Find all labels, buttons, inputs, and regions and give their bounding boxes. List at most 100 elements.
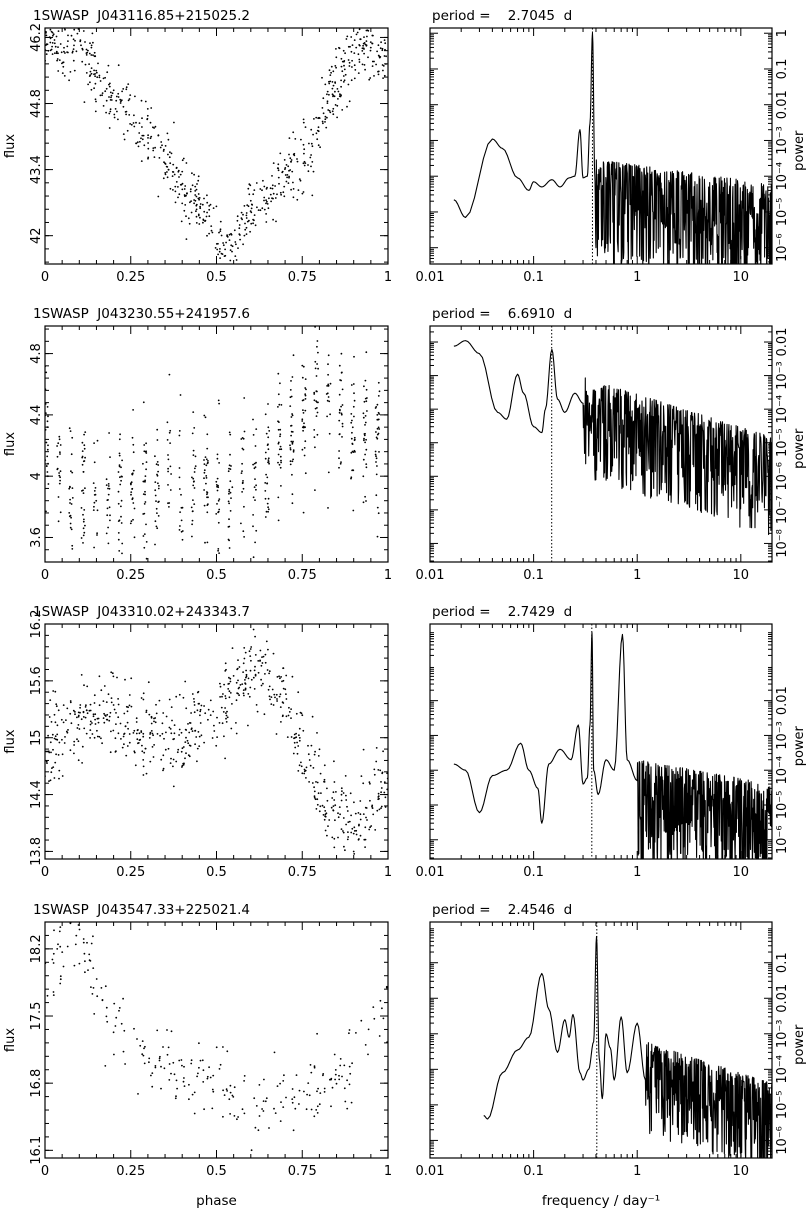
panel-title: period = 2.4546 d — [432, 902, 572, 918]
data-point — [72, 709, 75, 712]
data-point — [75, 934, 78, 937]
data-point — [107, 64, 110, 67]
data-point — [272, 192, 275, 195]
data-point — [227, 688, 230, 690]
data-point — [85, 52, 88, 54]
data-point — [315, 116, 318, 119]
x-axis-label: phase — [196, 1193, 237, 1209]
data-point — [291, 443, 294, 445]
data-point — [302, 118, 305, 121]
data-point — [104, 985, 107, 988]
data-point — [149, 760, 152, 763]
data-point — [68, 487, 71, 490]
data-point — [274, 185, 276, 187]
data-point — [332, 791, 335, 794]
data-point — [87, 969, 89, 971]
data-point — [154, 721, 157, 724]
data-point — [235, 243, 237, 246]
data-point — [262, 682, 264, 685]
data-point — [170, 473, 173, 475]
data-point — [182, 746, 185, 748]
data-point — [83, 444, 86, 447]
data-point — [278, 675, 280, 678]
data-point — [71, 436, 74, 439]
data-point — [210, 225, 213, 228]
data-point — [168, 1079, 171, 1081]
data-point — [171, 719, 173, 722]
data-point — [193, 704, 196, 706]
data-point — [159, 734, 162, 737]
data-point — [268, 1127, 270, 1129]
data-point — [224, 670, 227, 672]
data-point — [132, 502, 135, 504]
data-point — [340, 79, 342, 82]
data-point — [375, 431, 377, 433]
data-point — [228, 233, 231, 236]
data-point — [203, 471, 206, 474]
data-point — [98, 675, 101, 678]
data-point — [141, 750, 144, 753]
data-point — [284, 174, 287, 176]
x-tick-label: 0.5 — [206, 1164, 227, 1179]
data-point — [304, 440, 307, 443]
data-point — [198, 745, 201, 747]
data-point — [303, 1090, 305, 1093]
data-point — [263, 196, 266, 199]
data-point — [291, 1101, 294, 1104]
data-point — [92, 967, 95, 969]
data-point — [69, 701, 72, 704]
data-point — [188, 222, 191, 225]
data-point — [257, 671, 260, 674]
power-line — [453, 32, 772, 264]
data-point — [363, 434, 366, 437]
data-point — [245, 673, 248, 676]
data-point — [278, 463, 281, 466]
data-point — [178, 1059, 181, 1062]
data-point — [294, 1107, 297, 1110]
data-point — [113, 116, 116, 119]
data-point — [140, 137, 142, 140]
data-point — [295, 1074, 298, 1076]
data-point — [82, 471, 85, 473]
data-point — [90, 46, 93, 49]
data-point — [218, 462, 221, 464]
data-point — [273, 1051, 276, 1054]
data-point — [157, 464, 160, 466]
data-point — [377, 798, 380, 801]
data-point — [244, 679, 246, 681]
data-point — [364, 846, 366, 848]
y-axis: 10⁻⁶10⁻⁵10⁻⁴10⁻³0.010.11 — [430, 29, 790, 263]
data-point — [52, 690, 55, 692]
data-point — [314, 798, 317, 801]
data-point — [271, 688, 274, 691]
data-point — [228, 239, 231, 242]
data-point — [254, 665, 256, 668]
y-tick-label: 1 — [775, 29, 790, 37]
data-point — [341, 371, 343, 374]
data-point — [112, 729, 115, 732]
data-point — [149, 733, 152, 735]
data-point — [97, 721, 100, 724]
data-point — [264, 516, 267, 518]
data-point — [324, 115, 327, 118]
data-point — [282, 687, 285, 690]
data-point — [138, 732, 141, 735]
data-point — [309, 764, 312, 767]
data-point — [286, 736, 289, 738]
data-point — [192, 499, 194, 501]
data-point — [342, 75, 345, 77]
data-point — [108, 96, 110, 98]
data-point — [136, 738, 139, 741]
data-point — [147, 142, 150, 144]
data-point — [379, 56, 382, 58]
data-point — [170, 706, 173, 708]
data-point — [180, 493, 182, 496]
data-point — [83, 531, 86, 534]
data-point — [82, 941, 85, 944]
data-point — [248, 193, 251, 196]
data-point — [132, 122, 135, 124]
data-point — [166, 171, 168, 173]
data-point — [279, 693, 282, 696]
data-point — [164, 172, 167, 174]
